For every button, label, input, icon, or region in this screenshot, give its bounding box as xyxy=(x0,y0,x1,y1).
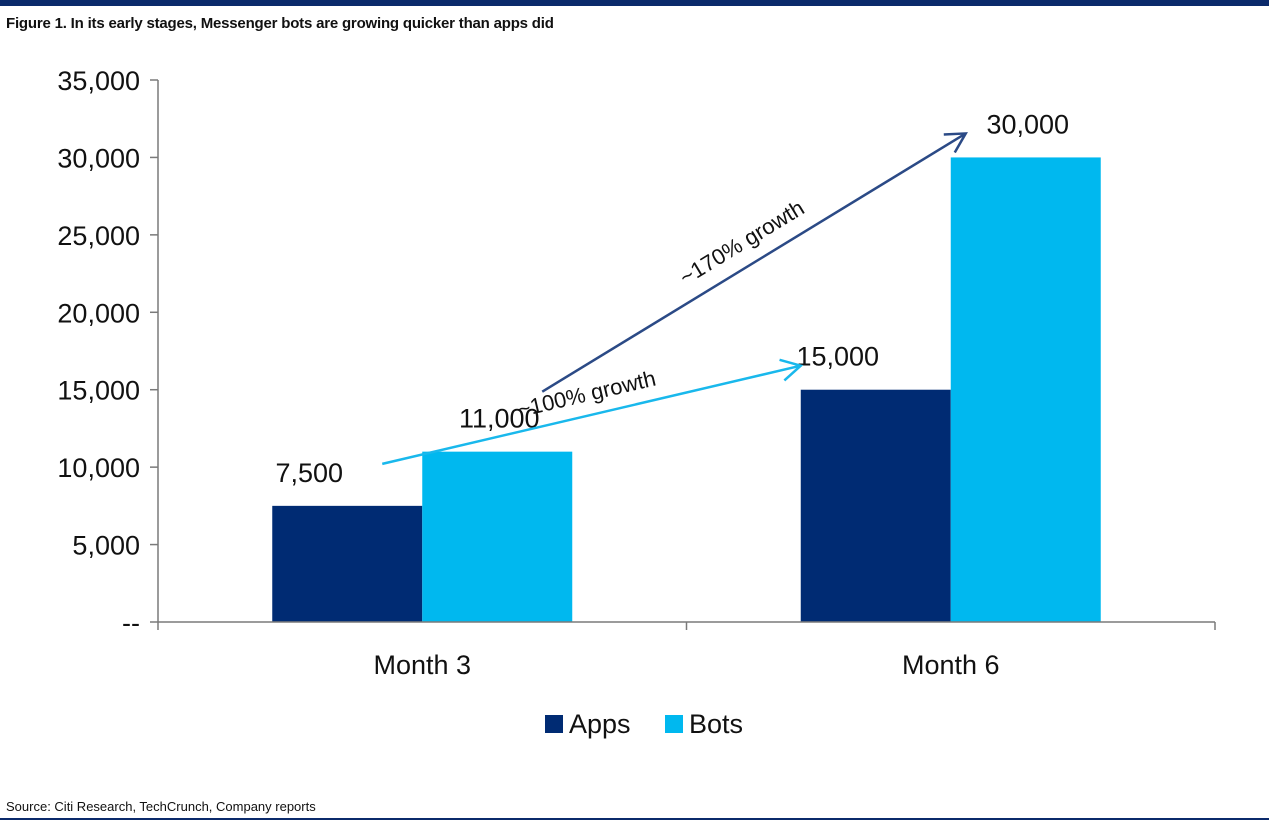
growth-annotation-label: ~100% growth xyxy=(515,366,658,423)
y-tick-label: 15,000 xyxy=(57,376,140,406)
legend-label-apps: Apps xyxy=(569,709,631,739)
x-axis: Month 3 Month 6 xyxy=(157,621,1216,680)
x-tick-label: Month 6 xyxy=(902,650,1000,680)
growth-arrow-line xyxy=(541,132,967,393)
data-label-apps: 15,000 xyxy=(796,342,879,372)
growth-arrow-head xyxy=(779,358,804,382)
data-label-apps: 7,500 xyxy=(275,458,343,488)
y-tick-label: 5,000 xyxy=(72,531,140,561)
bar-bots-month-6 xyxy=(950,157,1101,622)
data-label-bots: 30,000 xyxy=(986,109,1069,139)
y-axis: -- 5,000 10,000 15,000 20,000 25,000 30,000 35,… xyxy=(57,66,159,638)
bottom-rule xyxy=(0,818,1269,820)
y-tick-label: 20,000 xyxy=(57,298,140,328)
y-tick-label: -- xyxy=(122,608,140,638)
y-tick-label: 35,000 xyxy=(57,66,140,96)
x-tick-label: Month 3 xyxy=(373,650,471,680)
top-rule xyxy=(0,0,1269,6)
bars xyxy=(272,157,1101,622)
bar-apps-month-6 xyxy=(800,389,951,622)
bar-bots-month-3 xyxy=(422,451,573,622)
legend-label-bots: Bots xyxy=(689,709,743,739)
y-tick-label: 25,000 xyxy=(57,221,140,251)
growth-arrow-head xyxy=(943,132,968,154)
y-tick-label: 10,000 xyxy=(57,453,140,483)
growth-arrow-line xyxy=(381,364,802,466)
data-labels: 7,500 15,000 11,000 30,000 xyxy=(275,109,1069,487)
data-label-bots: 11,000 xyxy=(459,404,540,434)
figure-title: Figure 1. In its early stages, Messenger… xyxy=(6,15,554,32)
source-note: Source: Citi Research, TechCrunch, Compa… xyxy=(6,799,316,814)
bar-apps-month-3 xyxy=(272,505,423,622)
legend-swatch-bots xyxy=(665,715,683,733)
legend: Apps Bots xyxy=(545,709,743,739)
legend-swatch-apps xyxy=(545,715,563,733)
y-tick-label: 30,000 xyxy=(57,143,140,173)
